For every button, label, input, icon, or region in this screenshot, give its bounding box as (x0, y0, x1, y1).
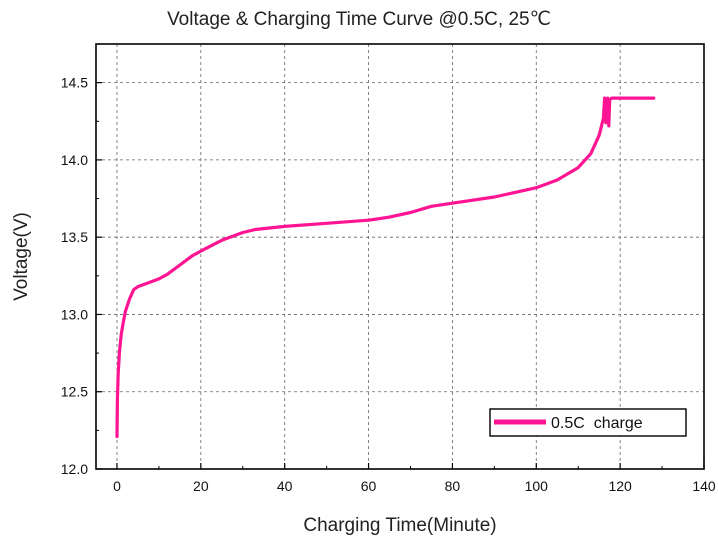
x-axis-label: Charging Time(Minute) (303, 515, 496, 536)
x-tick-label: 40 (277, 478, 293, 494)
chart-title: Voltage & Charging Time Curve @0.5C, 25℃ (167, 9, 551, 30)
x-tick-label: 120 (608, 478, 632, 494)
x-tick-label: 60 (361, 478, 377, 494)
y-tick-label: 12.0 (61, 461, 88, 477)
y-tick-label: 12.5 (61, 384, 88, 400)
grid-lines (96, 44, 704, 469)
y-axis-label: Voltage(V) (11, 212, 32, 301)
x-tick-label: 140 (692, 478, 716, 494)
legend-label: 0.5C charge (551, 415, 643, 432)
y-tick-label: 14.0 (61, 152, 88, 168)
legend: 0.5C charge (489, 408, 687, 437)
series-line (115, 96, 656, 439)
x-tick-label: 80 (445, 478, 461, 494)
tick-labels: 0 20 40 60 80 100 120 140 12.0 12.5 13.0 13.5 14.0 14… (61, 75, 716, 494)
x-tick-label: 0 (113, 478, 121, 494)
x-tick-label: 20 (193, 478, 209, 494)
axis-ticks (96, 82, 705, 470)
y-tick-label: 13.0 (61, 306, 88, 322)
y-tick-label: 14.5 (61, 75, 88, 91)
plot-frame (95, 43, 705, 470)
series-layer (115, 96, 656, 439)
x-tick-label: 100 (525, 478, 549, 494)
y-tick-label: 13.5 (61, 229, 88, 245)
